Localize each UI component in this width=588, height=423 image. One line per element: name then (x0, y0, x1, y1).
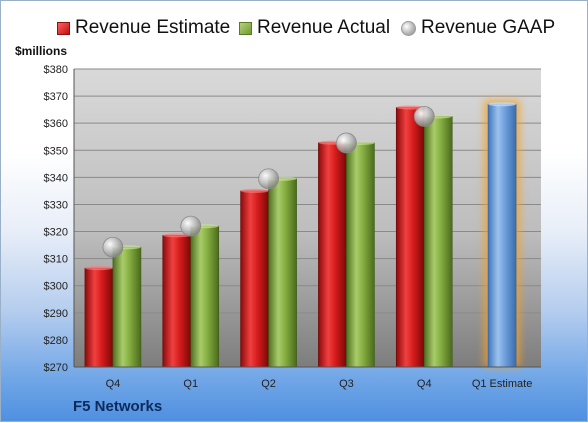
bar-top-cap (240, 188, 269, 193)
y-tick-label: $380 (44, 64, 68, 76)
bar-top-cap (396, 105, 425, 110)
legend-swatch-actual (239, 21, 252, 35)
legend-item-gaap: Revenue GAAP (401, 15, 555, 41)
bar-revenue-actual (346, 142, 375, 368)
legend-swatch-gaap (401, 20, 416, 36)
y-axis-unit-label: $millions (15, 44, 68, 58)
legend: Revenue Estimate Revenue Actual Revenue … (1, 15, 588, 41)
point-revenue-gaap (180, 215, 202, 237)
point-revenue-gaap (336, 132, 357, 154)
bar-revenue-estimate (162, 235, 192, 368)
bar-revenue-estimate (84, 267, 114, 368)
legend-item-actual: Revenue Actual (239, 15, 390, 41)
y-tick-label: $340 (44, 172, 68, 184)
gaap-points (102, 106, 435, 258)
bar-top-cap (84, 266, 113, 271)
y-tick-label: $320 (44, 227, 68, 239)
bar-top-cap (488, 102, 517, 107)
y-tick-label: $270 (44, 362, 68, 374)
x-tick-label: Q1 (183, 378, 198, 390)
gridlines (74, 68, 541, 368)
bar-revenue-estimate (240, 190, 269, 368)
y-tick-label: $300 (44, 281, 68, 293)
legend-label-gaap: Revenue GAAP (421, 17, 556, 38)
y-tick-label: $370 (44, 91, 68, 103)
bar-top-cap (162, 233, 191, 238)
bar-revenue-projection (487, 103, 517, 368)
x-axis: Q4 Q1 Q2 Q3 Q4 Q1 Estimate (74, 366, 541, 390)
x-tick-label: Q3 (339, 378, 354, 390)
x-tick-label: Q1 Estimate (472, 378, 533, 390)
y-tick-label: $360 (44, 118, 68, 130)
point-revenue-gaap (258, 168, 279, 190)
x-tick-label: Q4 (106, 378, 121, 390)
point-revenue-gaap (413, 106, 435, 127)
y-tick-label: $330 (44, 199, 68, 211)
legend-item-estimate: Revenue Estimate (57, 15, 230, 41)
bar-revenue-actual (268, 178, 297, 368)
company-name: F5 Networks (73, 398, 163, 415)
y-tick-label: $280 (44, 335, 68, 347)
y-tick-label: $350 (44, 145, 68, 157)
plot-area (74, 69, 541, 367)
x-tick-label: Q2 (261, 378, 276, 390)
x-tick-label: Q4 (417, 378, 432, 390)
bar-revenue-actual (112, 246, 142, 368)
y-tick-label: $310 (44, 254, 68, 266)
bar-revenue-actual (423, 116, 453, 368)
bar-revenue-estimate (395, 107, 425, 368)
bar-revenue-estimate (318, 142, 347, 368)
bars (84, 100, 521, 368)
y-axis: $270 $280 $290 $300 $310 $320 $330 $340 $350 $360… (44, 64, 75, 374)
legend-swatch-estimate (57, 21, 70, 35)
point-revenue-gaap (102, 236, 124, 258)
bar-revenue-actual (190, 225, 220, 368)
legend-label-actual: Revenue Actual (257, 17, 391, 38)
y-tick-label: $290 (44, 308, 68, 320)
legend-label-estimate: Revenue Estimate (75, 17, 231, 38)
